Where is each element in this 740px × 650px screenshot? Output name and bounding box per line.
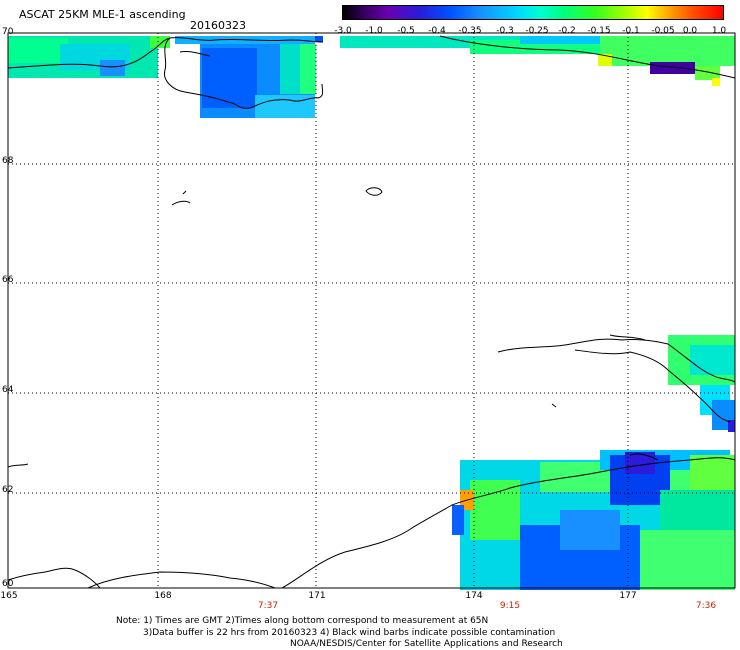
colorbar-tick: 1.0 bbox=[711, 26, 727, 36]
longitude-label: 174 bbox=[465, 591, 483, 601]
colorbar-tick: 0.0 bbox=[682, 26, 698, 36]
time-label: 7:36 bbox=[695, 601, 717, 611]
time-label: 9:15 bbox=[499, 601, 521, 611]
colorbar-tick: -0.5 bbox=[397, 26, 415, 36]
colorbar bbox=[342, 5, 724, 20]
colorbar-tick: -1.0 bbox=[365, 26, 383, 36]
colorbar-tick: -0.05 bbox=[651, 26, 675, 36]
colorbar-tick: -0.2 bbox=[558, 26, 576, 36]
latitude-label: 66 bbox=[2, 275, 14, 285]
longitude-label: 177 bbox=[619, 591, 637, 601]
longitude-label: 165 bbox=[0, 591, 18, 601]
latitude-label: 60 bbox=[2, 579, 14, 589]
map-title: ASCAT 25KM MLE-1 ascending bbox=[19, 8, 186, 21]
longitude-label: 171 bbox=[308, 591, 326, 601]
longitude-label: 168 bbox=[154, 591, 172, 601]
colorbar-tick: -0.1 bbox=[622, 26, 640, 36]
colorbar-tick: -0.35 bbox=[458, 26, 482, 36]
data-swaths bbox=[8, 36, 735, 590]
latitude-label: 68 bbox=[2, 156, 14, 166]
latitude-label: 70 bbox=[2, 27, 14, 37]
grid-lines bbox=[8, 33, 735, 588]
colorbar-tick: -0.4 bbox=[428, 26, 446, 36]
note-line-2: 3)Data buffer is 22 hrs from 20160323 4)… bbox=[143, 628, 556, 638]
colorbar-tick: -0.3 bbox=[496, 26, 514, 36]
map-date: 20160323 bbox=[190, 19, 246, 32]
note-line-1: Note: 1) Times are GMT 2)Times along bot… bbox=[116, 616, 489, 626]
colorbar-tick: -0.25 bbox=[525, 26, 549, 36]
coastlines bbox=[7, 35, 736, 589]
note-line-3: NOAA/NESDIS/Center for Satellite Applica… bbox=[290, 639, 563, 649]
map-frame bbox=[7, 32, 736, 589]
colorbar-tick: -3.0 bbox=[334, 26, 352, 36]
latitude-label: 62 bbox=[2, 485, 14, 495]
time-label: 7:37 bbox=[257, 601, 279, 611]
latitude-label: 64 bbox=[2, 385, 14, 395]
colorbar-tick: -0.15 bbox=[587, 26, 611, 36]
